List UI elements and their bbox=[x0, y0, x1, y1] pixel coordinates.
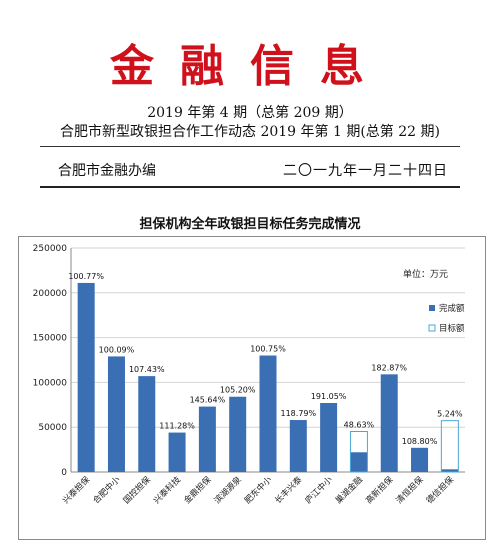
y-axis: 0 50000 100000 150000 200000 250000 bbox=[33, 244, 72, 478]
bar-completed bbox=[411, 447, 429, 472]
bar-completed bbox=[350, 452, 368, 472]
x-tick-label: 兴泰科技 bbox=[151, 474, 183, 506]
x-tick-label: 巢湖金融 bbox=[333, 474, 365, 506]
divider-bottom bbox=[40, 186, 460, 188]
bar-completed bbox=[441, 469, 459, 472]
percent-label: 145.64% bbox=[190, 396, 226, 405]
unit-label: 单位：万元 bbox=[403, 268, 448, 280]
editor-name: 合肥市金融办编 bbox=[58, 163, 156, 179]
x-tick-label: 肥东中小 bbox=[242, 474, 274, 506]
issue-number: 2019 年第 4 期（总第 209 期） bbox=[147, 105, 353, 121]
bar-completed bbox=[77, 282, 95, 472]
percent-label: 5.24% bbox=[437, 410, 463, 419]
bar-completed bbox=[198, 406, 216, 472]
legend-target-label: 目标额 bbox=[439, 323, 465, 334]
y-tick-label: 200000 bbox=[33, 289, 68, 299]
chart-frame: 0 50000 100000 150000 200000 250000 100.77% 10… bbox=[18, 236, 486, 540]
percent-label: 100.77% bbox=[68, 272, 104, 281]
x-tick-label: 滨湖源泉 bbox=[212, 474, 244, 506]
legend-completed-swatch bbox=[429, 305, 435, 311]
bar-completed bbox=[380, 374, 398, 472]
issue-subtitle: 合肥市新型政银担合作工作动态 2019 年第 1 期(总第 22 期) bbox=[60, 124, 440, 140]
x-tick-label: 长丰兴泰 bbox=[273, 474, 305, 506]
bar-completed bbox=[289, 420, 307, 472]
percent-label: 191.05% bbox=[311, 392, 347, 401]
legend-completed-label: 完成额 bbox=[439, 303, 465, 314]
x-tick-label: 清恒担保 bbox=[394, 474, 426, 506]
publish-date: 二〇一九年一月二十四日 bbox=[283, 163, 448, 179]
percent-label: 48.63% bbox=[344, 421, 375, 430]
bar-completed bbox=[168, 432, 186, 472]
masthead-title: 金融信息 bbox=[110, 41, 390, 92]
percent-label: 105.20% bbox=[220, 386, 256, 395]
bar-completed bbox=[320, 403, 338, 472]
bar-completed bbox=[107, 356, 125, 472]
percent-label: 118.79% bbox=[281, 409, 317, 418]
percent-label: 182.87% bbox=[371, 363, 407, 372]
y-tick-label: 150000 bbox=[33, 334, 68, 344]
bar-series bbox=[77, 282, 459, 473]
data-labels: 100.77% 100.09% 107.43% 111.28% 145.64%105.2… bbox=[68, 272, 463, 446]
legend-target-swatch bbox=[428, 324, 436, 332]
x-tick-label: 德信担保 bbox=[424, 474, 456, 506]
editor-row: 合肥市金融办编 二〇一九年一月二十四日 bbox=[58, 160, 448, 182]
bar-completed bbox=[138, 376, 156, 472]
bar-target bbox=[440, 420, 459, 473]
percent-label: 111.28% bbox=[159, 422, 195, 431]
percent-label: 107.43% bbox=[129, 365, 165, 374]
bar-completed bbox=[259, 355, 277, 472]
x-tick-label: 兴泰担保 bbox=[60, 474, 92, 506]
percent-label: 100.75% bbox=[250, 345, 286, 354]
y-tick-label: 50000 bbox=[38, 423, 67, 433]
x-tick-label: 国控担保 bbox=[121, 474, 153, 506]
percent-label: 100.09% bbox=[99, 345, 135, 354]
percent-label: 108.80% bbox=[402, 437, 438, 446]
bar-target bbox=[349, 431, 368, 473]
x-tick-label: 高新担保 bbox=[364, 474, 396, 506]
y-tick-label: 250000 bbox=[33, 244, 68, 254]
chart-legend: 完成额 目标额 bbox=[428, 303, 465, 334]
x-tick-label: 庐江中小 bbox=[303, 474, 335, 506]
y-tick-label: 100000 bbox=[33, 378, 68, 388]
x-tick-label: 金鼎担保 bbox=[182, 474, 214, 506]
y-tick-label: 0 bbox=[61, 468, 67, 478]
x-tick-label: 合肥中小 bbox=[91, 474, 123, 506]
x-axis: 兴泰担保 合肥中小 国控担保 兴泰科技 金鼎担保 滨湖源泉 肥东中小 长丰兴泰 庐江中小 巢湖金融… bbox=[60, 474, 456, 506]
chart-title: 担保机构全年政银担目标任务完成情况 bbox=[139, 217, 361, 232]
divider-top bbox=[40, 146, 460, 147]
bar-completed bbox=[229, 396, 247, 472]
